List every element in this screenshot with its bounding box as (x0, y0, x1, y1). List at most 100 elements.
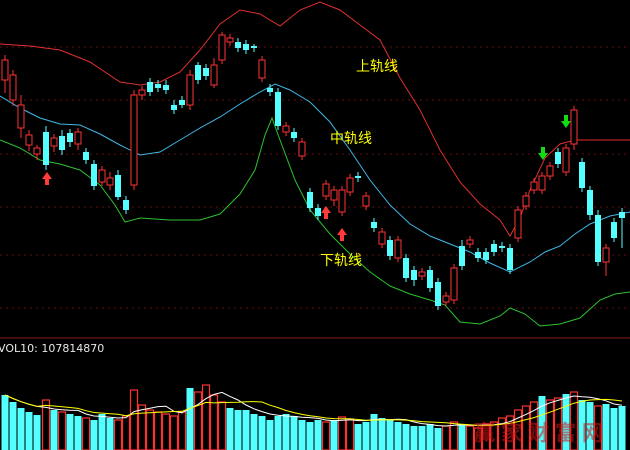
candle-body-67 (538, 175, 546, 191)
volume-bar-68 (545, 399, 555, 450)
candle-body-24 (195, 65, 201, 80)
volume-bar-45 (362, 422, 370, 450)
candle-body-56 (450, 267, 458, 301)
candle-body-48 (387, 240, 393, 256)
candle-body-6 (50, 137, 58, 147)
lower-band-line (0, 116, 630, 327)
buy-arrow-2 (337, 228, 347, 241)
volume-bar-6 (50, 410, 58, 450)
volume-ma-short (4, 391, 623, 427)
volume-bar-69 (553, 397, 563, 450)
candle-body-40 (322, 183, 330, 197)
volume-bar-21 (169, 415, 179, 450)
candle-body-38 (307, 192, 313, 208)
volume-ma-long (4, 394, 623, 426)
volume-bar-10 (81, 417, 91, 450)
candle-body-13 (106, 177, 114, 186)
sell-arrow-0 (538, 147, 548, 160)
candle-body-22 (179, 100, 185, 105)
volume-bar-57 (458, 424, 466, 450)
volume-bar-23 (186, 388, 194, 450)
volume-bar-51 (410, 426, 418, 450)
volume-bar-22 (177, 411, 187, 450)
volume-bar-9 (74, 416, 82, 450)
candle-body-30 (243, 44, 249, 50)
candle-body-63 (507, 248, 513, 270)
volume-bar-41 (330, 420, 338, 450)
volume-bar-12 (98, 414, 106, 450)
candle-body-58 (466, 239, 474, 245)
volume-bar-46 (370, 414, 378, 450)
volume-bar-70 (562, 394, 570, 450)
candle-body-46 (371, 222, 377, 228)
candle-body-31 (251, 46, 257, 48)
volume-bar-58 (465, 425, 475, 450)
volume-bar-60 (481, 423, 491, 450)
volume-bar-77 (618, 406, 626, 450)
volume-bar-54 (434, 428, 442, 450)
candle-body-73 (587, 190, 593, 215)
candle-body-51 (411, 270, 417, 280)
volume-bar-14 (113, 419, 123, 450)
volume-bar-34 (274, 416, 282, 450)
volume-bar-63 (505, 415, 515, 450)
volume-bar-17 (137, 404, 147, 450)
candle-body-27 (218, 34, 226, 61)
mid-band-line (0, 83, 630, 273)
volume-bar-75 (602, 404, 610, 450)
volume-bar-74 (593, 405, 603, 450)
candle-body-7 (59, 136, 65, 150)
volume-bar-55 (441, 425, 451, 450)
candle-body-76 (611, 222, 617, 238)
candle-body-54 (435, 282, 441, 306)
candle-body-36 (291, 132, 297, 138)
candle-body-44 (355, 176, 361, 178)
volume-bar-36 (290, 416, 298, 450)
candle-body-77 (619, 212, 625, 218)
candle-body-10 (83, 152, 89, 160)
volume-bar-28 (226, 408, 234, 450)
volume-bar-29 (234, 410, 242, 450)
volume-bar-39 (314, 420, 322, 450)
candle-body-47 (378, 231, 386, 245)
candle-body-33 (267, 88, 273, 92)
candle-body-9 (74, 131, 82, 145)
volume-bar-31 (250, 414, 258, 450)
candle-body-59 (475, 252, 481, 258)
candle-body-55 (442, 295, 450, 303)
volume-bar-40 (321, 421, 331, 450)
candle-body-34 (275, 92, 281, 126)
candle-body-70 (562, 147, 570, 173)
volume-bar-33 (266, 420, 274, 450)
candle-body-20 (163, 85, 169, 90)
volume-bar-71 (569, 391, 579, 450)
volume-bar-20 (161, 413, 171, 450)
candle-body-57 (459, 246, 465, 266)
volume-bar-64 (513, 409, 523, 450)
candle-body-1 (9, 74, 17, 101)
band-label-upper: 上轨线 (356, 59, 398, 75)
candle-body-28 (226, 37, 234, 43)
candle-body-37 (298, 141, 306, 157)
candles-group (1, 32, 625, 310)
candle-body-69 (555, 152, 561, 164)
candle-body-14 (115, 175, 121, 197)
volume-bar-66 (529, 401, 539, 450)
volume-bar-16 (129, 389, 139, 450)
candle-body-0 (1, 59, 9, 81)
candle-body-68 (546, 165, 554, 177)
band-label-lower: 下轨线 (320, 253, 362, 269)
volume-bar-27 (217, 401, 227, 450)
candle-body-65 (522, 195, 530, 207)
candle-body-53 (427, 270, 433, 288)
candle-body-4 (33, 147, 41, 155)
candle-body-21 (171, 105, 177, 110)
candle-body-19 (155, 84, 161, 88)
candle-body-39 (315, 208, 321, 216)
candle-body-18 (147, 82, 153, 92)
volume-bars-group (1, 384, 626, 450)
candle-body-23 (186, 74, 194, 106)
candle-body-62 (499, 246, 505, 248)
volume-bar-49 (394, 422, 402, 450)
